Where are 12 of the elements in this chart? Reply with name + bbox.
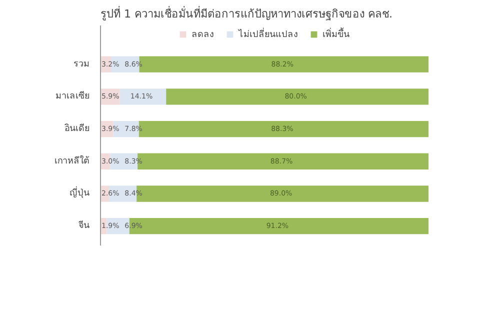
y-tick-label: รวม — [74, 59, 90, 70]
y-tick-label: เกาหลีใต้ — [54, 155, 90, 166]
legend-label: ลดลง — [192, 29, 214, 41]
legend-label: ไม่เปลี่ยนแปลง — [238, 27, 298, 41]
chart-title: รูปที่ 1 ความเชื่อมั่นที่มีต่อการแก้ปัญหาทางเศรษฐกิจของ คลช. — [100, 6, 392, 20]
y-tick-label: ญี่ปุ่น — [70, 186, 90, 199]
bar — [166, 88, 428, 105]
y-tick-label: มาเลเซีย — [56, 90, 90, 102]
legend-label: เพิ่มขึ้น — [322, 27, 350, 41]
bar — [120, 88, 166, 105]
y-tick-label: อินเดีย — [64, 123, 90, 134]
y-tick-label: จีน — [78, 220, 90, 232]
